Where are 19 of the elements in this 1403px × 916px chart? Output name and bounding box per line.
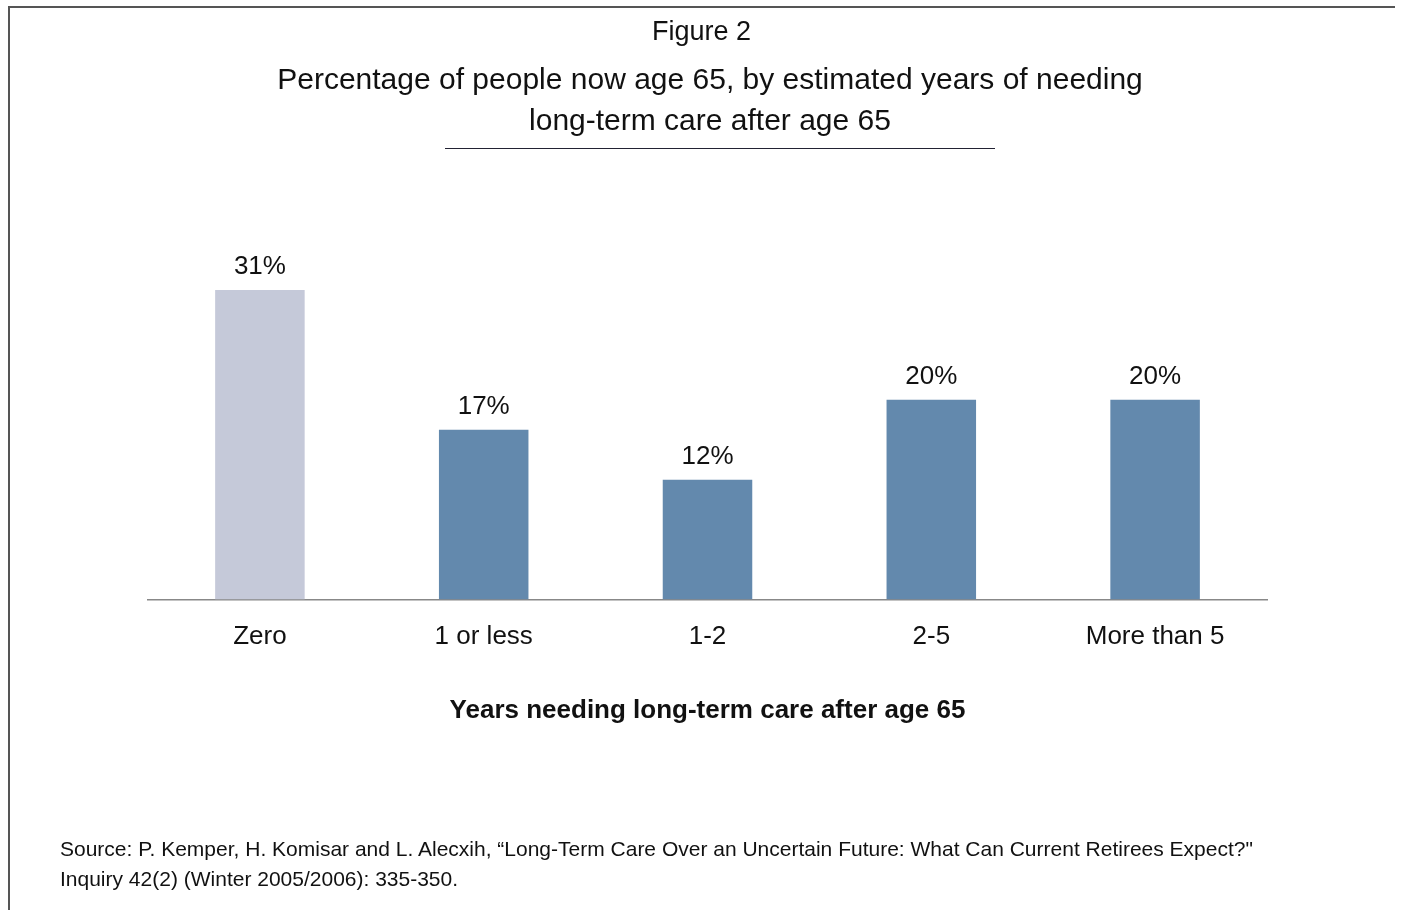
bar (1110, 399, 1200, 600)
chart-subtitle: Percentage of people now age 65, by estimated years of needing long-term care after age 65 (276, 61, 1144, 138)
data-label: 20% (1129, 360, 1182, 390)
x-tick-label: 1-2 (688, 620, 727, 651)
bar (886, 399, 977, 600)
data-label: 12% (681, 439, 734, 470)
x-axis-title: Years needing long-term care after age 65 (449, 693, 966, 724)
x-tick-label: 1 or less (434, 620, 533, 651)
bar (662, 479, 753, 600)
x-tick-label: 2-5 (912, 620, 951, 651)
source-note: Source: P. Kemper, H. Komisar and L. Alecxih, “Long-Term Care Over an Uncertain Future: What Can Current Retirees Expect?" Inquiry 42(2) (Winter 2005/2006): 335-350. (60, 836, 1254, 892)
data-label: 17% (457, 389, 510, 420)
x-tick-label: Zero (233, 620, 287, 651)
bar (438, 429, 529, 600)
chart-title: Figure 2 (650, 16, 753, 47)
data-label: 31% (233, 250, 286, 281)
x-tick-label: More than 5 (1085, 620, 1225, 651)
bar (215, 289, 305, 600)
data-label: 20% (905, 360, 958, 390)
